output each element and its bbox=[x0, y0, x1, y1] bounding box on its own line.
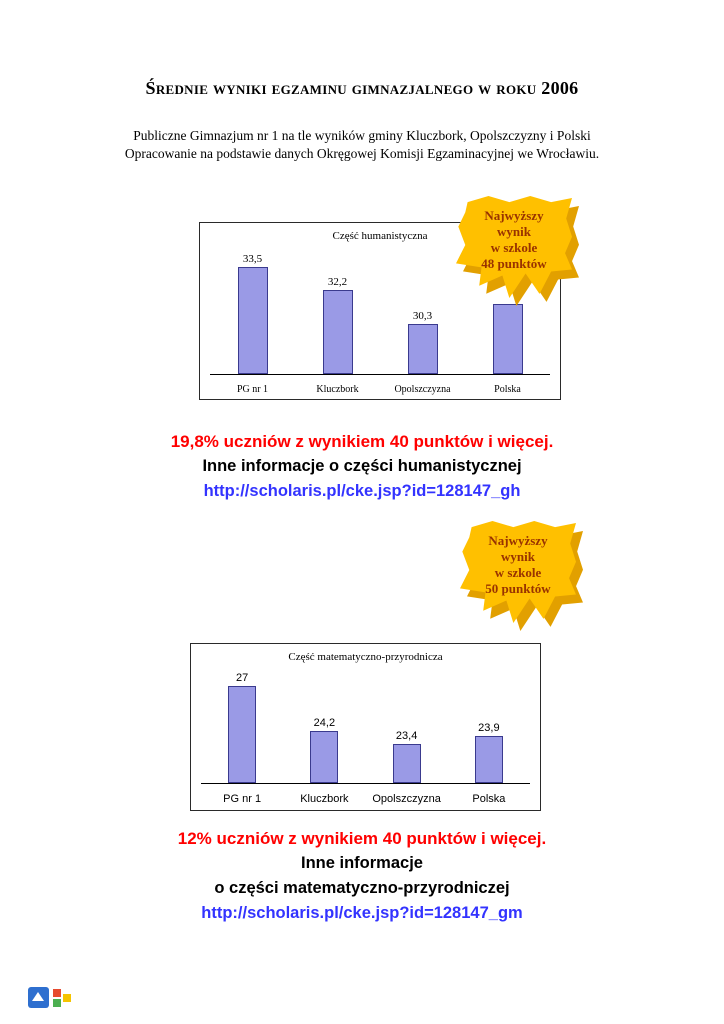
bar-category-label: Polska bbox=[472, 793, 506, 805]
math-chart: Część matematyczno-przyrodnicza 27 24,2 23… bbox=[190, 643, 541, 811]
bar bbox=[322, 290, 353, 374]
bar-column: 27 bbox=[201, 670, 283, 783]
bar bbox=[407, 324, 438, 374]
subtitle-line-1: Publiczne Gimnazjum nr 1 na tle wyników … bbox=[133, 128, 591, 143]
bar-column bbox=[465, 249, 550, 374]
bar-category-label: PG nr 1 bbox=[223, 793, 262, 805]
footer-logo-image bbox=[28, 987, 71, 1008]
bar-value-label: 27 bbox=[236, 672, 249, 685]
bar-value-label: 32,2 bbox=[327, 276, 348, 289]
badge-text: Najwyższy wynik w szkole 48 punktów bbox=[481, 208, 547, 271]
bar-category-label: Opolszczyzna bbox=[394, 384, 451, 395]
chart-plot-area: 33,5 32,2 30,3 bbox=[210, 249, 550, 375]
link-humanistic[interactable]: http://scholaris.pl/cke.jsp?id=128147_gh bbox=[203, 482, 521, 500]
bar bbox=[237, 266, 268, 374]
info-math-line1: Inne informacje bbox=[301, 854, 423, 872]
bar-value-label: 24,2 bbox=[313, 717, 336, 730]
bar-column: 33,5 bbox=[210, 249, 295, 374]
bar-category-label: Kluczbork bbox=[300, 793, 349, 805]
bar bbox=[392, 744, 421, 783]
bar bbox=[492, 304, 523, 374]
bar-category-label: Opolszczyzna bbox=[372, 793, 441, 805]
chart-title: Część matematyczno-przyrodnicza bbox=[288, 651, 443, 663]
highest-score-badge-humanistic: Najwyższy wynik w szkole 48 punktów bbox=[456, 196, 579, 306]
chart-category-axis: PG nr 1 Kluczbork Opolszczyzna Polska bbox=[210, 384, 550, 395]
bar-value-label: 33,5 bbox=[242, 252, 263, 265]
info-humanistic: Inne informacje o części humanistycznej bbox=[202, 457, 522, 475]
bar-value-label: 30,3 bbox=[412, 310, 433, 322]
bar-category-label: Polska bbox=[494, 384, 521, 395]
chart-category-axis: PG nr 1 Kluczbork Opolszczyzna Polska bbox=[201, 793, 530, 805]
info-math-line2: o części matematyczno-przyrodniczej bbox=[214, 879, 510, 897]
badge-text: Najwyższy wynik w szkole 50 punktów bbox=[485, 533, 551, 596]
footer-logo bbox=[27, 984, 75, 1011]
bar bbox=[228, 686, 257, 783]
document-title: Średnie wyniki egzaminu gimnazjalnego w … bbox=[145, 78, 579, 98]
chart-plot-area: 27 24,2 23,4 23,9 bbox=[201, 670, 530, 784]
stat-math: 12% uczniów z wynikiem 40 punktów i więc… bbox=[177, 829, 547, 848]
bar-column: 30,3 bbox=[380, 249, 465, 374]
bar-category-label: PG nr 1 bbox=[236, 384, 269, 395]
bar-column: 23,4 bbox=[366, 670, 448, 783]
bar-category-label: Kluczbork bbox=[316, 384, 359, 395]
bar-value-label: 23,9 bbox=[478, 722, 500, 735]
bar-column: 23,9 bbox=[448, 670, 530, 783]
subtitle-line-2: Opracowanie na podstawie danych Okręgowe… bbox=[124, 146, 600, 161]
bar-column: 32,2 bbox=[295, 249, 380, 374]
bar-value-label: 23,4 bbox=[395, 730, 418, 743]
stat-humanistic: 19,8% uczniów z wynikiem 40 punktów i wi… bbox=[170, 432, 554, 451]
bar bbox=[310, 731, 339, 783]
bar-column: 24,2 bbox=[283, 670, 365, 783]
highest-score-badge-math: Najwyższy wynik w szkole 50 punktów bbox=[460, 521, 583, 631]
chart-title: Część humanistyczna bbox=[332, 230, 428, 242]
bar bbox=[474, 736, 503, 783]
link-math[interactable]: http://scholaris.pl/cke.jsp?id=128147_gm bbox=[201, 904, 523, 922]
